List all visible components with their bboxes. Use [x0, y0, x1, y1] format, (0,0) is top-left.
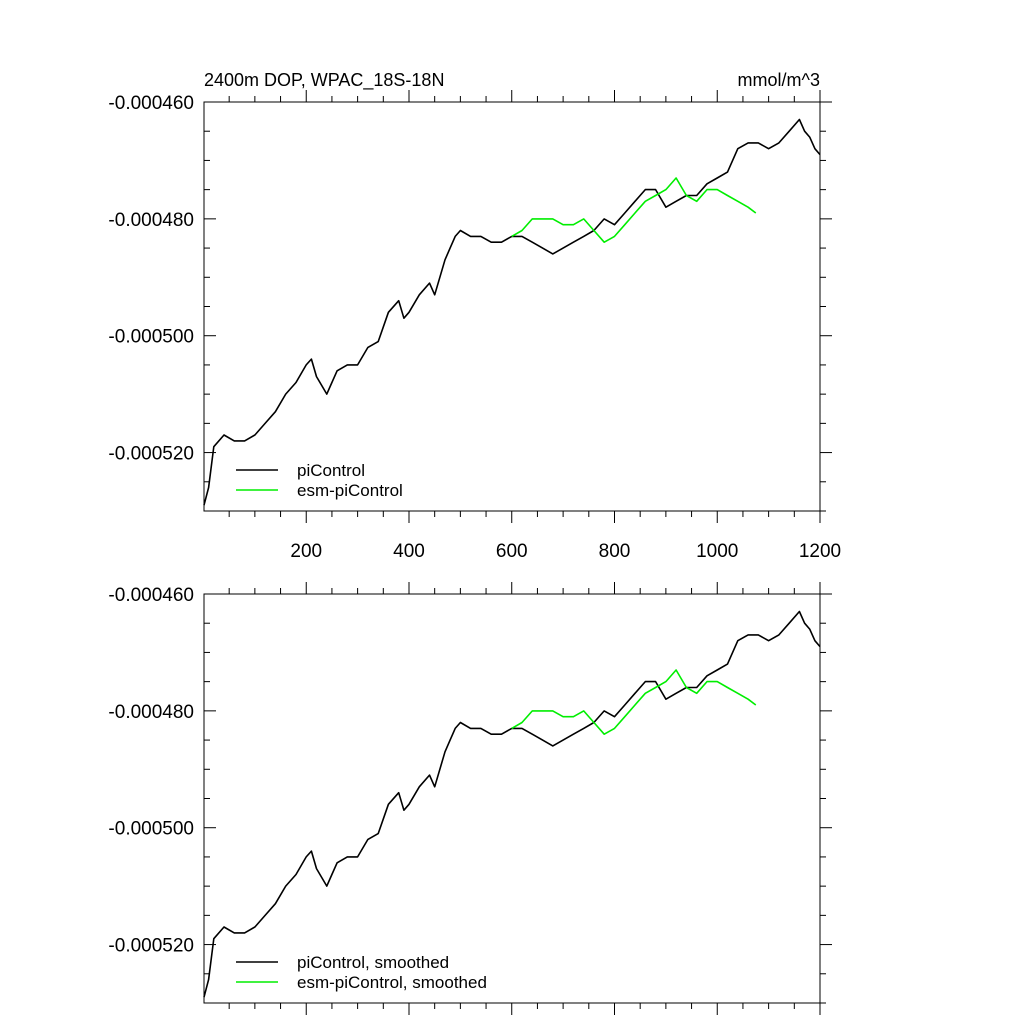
bottom-panel: -0.000460 -0.000480 -0.000500 -0.000520 piC… — [108, 582, 832, 1015]
axes-frame: -0.000460 -0.000480 -0.000500 -0.000520 — [108, 582, 832, 1015]
units-label: mmol/m^3 — [738, 70, 820, 90]
y-tick-label: -0.000480 — [108, 702, 194, 723]
legend-label-picontrol-smoothed: piControl, smoothed — [297, 953, 449, 972]
y-tick-label: -0.000460 — [108, 585, 194, 606]
plot-frame — [203, 101, 821, 512]
series-lines — [203, 610, 821, 998]
x-tick-label: 400 — [393, 541, 425, 562]
chart-title: 2400m DOP, WPAC_18S-18N — [204, 70, 444, 91]
legend-label-esm-picontrol: esm-piControl — [297, 481, 403, 500]
y-tick-label: -0.000500 — [108, 819, 194, 840]
x-tick-label: 600 — [496, 541, 528, 562]
axes-frame: -0.000460 -0.000480 -0.000500 -0.000520 200 4… — [108, 90, 841, 562]
legend-label-picontrol: piControl — [297, 461, 365, 480]
x-tick-label: 1000 — [696, 541, 738, 562]
series-line-picontrol — [203, 118, 821, 506]
legend: piControl, smoothed esm-piControl, smoot… — [236, 953, 487, 992]
x-tick-label: 800 — [599, 541, 631, 562]
y-tick-label: -0.000480 — [108, 210, 194, 231]
series-line-picontrol-smoothed — [203, 610, 821, 998]
legend-label-esm-picontrol-smoothed: esm-piControl, smoothed — [297, 973, 487, 992]
series-lines — [203, 118, 821, 506]
top-panel: 2400m DOP, WPAC_18S-18N mmol/m^3 -0.0004… — [108, 70, 841, 562]
legend: piControl esm-piControl — [236, 461, 403, 500]
y-tick-label: -0.000520 — [108, 444, 194, 465]
x-tick-label: 200 — [290, 541, 322, 562]
series-line-esm-picontrol-smoothed — [511, 669, 757, 736]
series-line-esm-picontrol — [511, 177, 757, 243]
y-tick-label: -0.000500 — [108, 327, 194, 348]
y-tick-label: -0.000520 — [108, 936, 194, 957]
y-tick-label: -0.000460 — [108, 93, 194, 114]
plot-frame — [203, 593, 821, 1004]
x-tick-label: 1200 — [799, 541, 841, 562]
